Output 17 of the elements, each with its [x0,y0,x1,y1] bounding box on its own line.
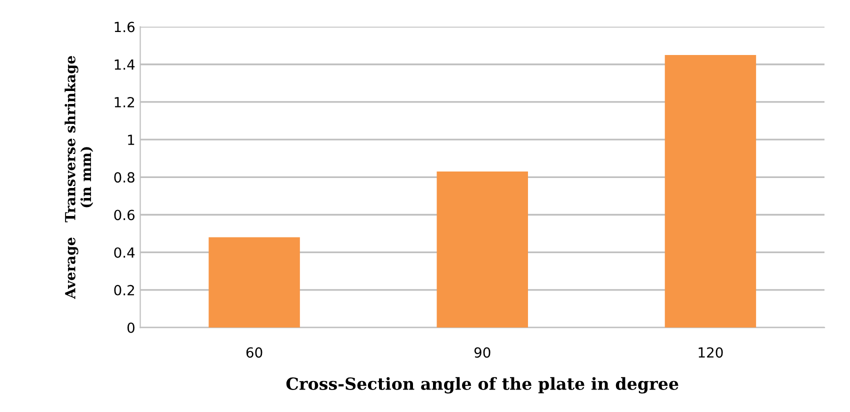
x-tick-label: 120 [698,347,723,358]
y-tick-label: 1.4 [114,60,135,70]
bar [208,237,300,328]
bar [436,172,528,328]
x-tick-label: 90 [474,347,490,358]
x-axis-title: Cross-Section angle of the plate in degree [286,377,678,394]
y-tick-label: 1 [128,134,134,145]
y-tick-label: 1.6 [114,22,135,32]
y-tick-label: 0.2 [114,284,134,296]
y-tick-label: 0.8 [114,172,134,183]
y-axis-title: Average Transverse shrinkage (in mm) [64,56,94,300]
bar [664,54,756,328]
y-tick-label: 1.2 [114,96,134,108]
x-tick-label: 60 [246,347,262,358]
y-tick-label: 0.6 [114,210,135,220]
y-tick-label: 0 [127,322,134,334]
y-tick-label: 0.4 [114,247,135,258]
